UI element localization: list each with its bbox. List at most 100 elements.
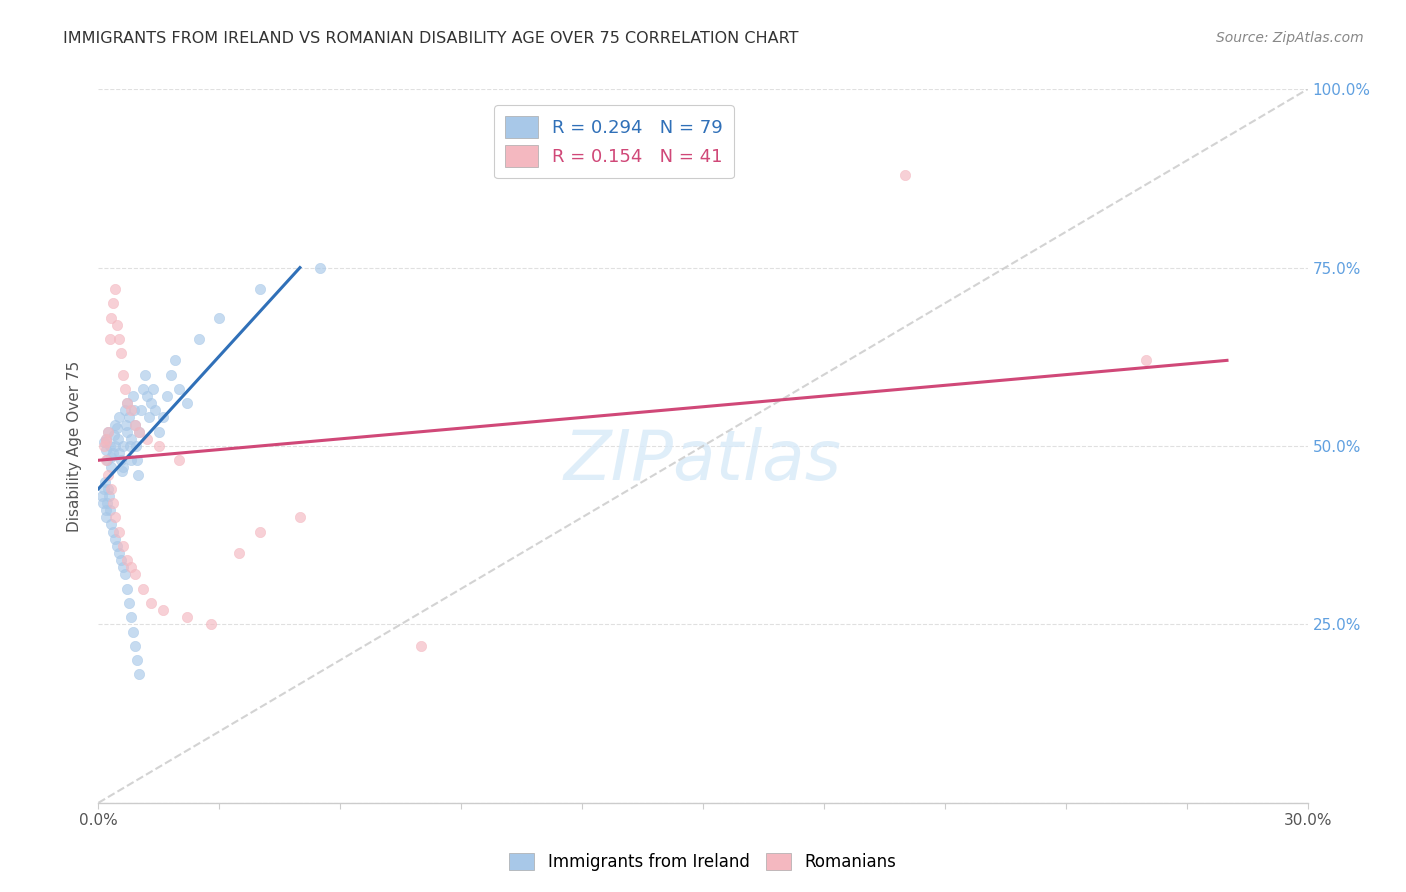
Point [100, 310, 122, 325]
Point [101, 496, 124, 510]
Point [288, 510, 311, 524]
Point [111, 560, 134, 574]
Point [117, 396, 139, 410]
Point [167, 382, 190, 396]
Point [111, 368, 134, 382]
Point [121, 432, 143, 446]
Point [94, 432, 117, 446]
Point [107, 524, 129, 539]
Point [111, 539, 134, 553]
Point [143, 403, 166, 417]
Point [111, 439, 134, 453]
Point [108, 446, 131, 460]
Point [96, 453, 118, 467]
Point [96, 453, 118, 467]
Point [121, 389, 143, 403]
Point [142, 382, 165, 396]
Text: Source: ZipAtlas.com: Source: ZipAtlas.com [1216, 31, 1364, 45]
Text: IMMIGRANTS FROM IRELAND VS ROMANIAN DISABILITY AGE OVER 75 CORRELATION CHART: IMMIGRANTS FROM IRELAND VS ROMANIAN DISA… [63, 31, 799, 46]
Point [249, 282, 271, 296]
Point [105, 318, 128, 332]
Point [111, 464, 134, 478]
Point [1135, 353, 1157, 368]
Point [105, 421, 128, 435]
Point [118, 596, 141, 610]
Point [309, 260, 332, 275]
Point [167, 453, 190, 467]
Point [107, 432, 129, 446]
Point [97, 467, 120, 482]
Point [103, 510, 125, 524]
Point [163, 353, 186, 368]
Point [118, 410, 141, 425]
Point [97, 425, 120, 439]
Point [115, 396, 138, 410]
Legend: R = 0.294   N = 79, R = 0.154   N = 41: R = 0.294 N = 79, R = 0.154 N = 41 [495, 105, 734, 178]
Point [135, 389, 157, 403]
Point [249, 524, 271, 539]
Point [101, 524, 124, 539]
Point [98, 439, 121, 453]
Point [228, 546, 250, 560]
Point [124, 439, 146, 453]
Point [176, 396, 198, 410]
Point [104, 417, 127, 432]
Point [128, 425, 150, 439]
Point [100, 460, 122, 475]
Point [110, 453, 132, 467]
Point [91, 489, 114, 503]
Point [893, 168, 915, 182]
Point [115, 425, 138, 439]
Point [101, 296, 124, 310]
Point [128, 425, 150, 439]
Point [152, 410, 174, 425]
Point [120, 610, 142, 624]
Point [94, 475, 117, 489]
Point [115, 582, 138, 596]
Point [129, 403, 152, 417]
Point [93, 439, 115, 453]
Point [120, 453, 142, 467]
Point [114, 567, 136, 582]
Point [94, 432, 117, 446]
Point [94, 503, 117, 517]
Legend: Immigrants from Ireland, Romanians: Immigrants from Ireland, Romanians [501, 845, 905, 880]
Point [125, 653, 148, 667]
Point [138, 410, 160, 425]
Point [135, 432, 157, 446]
Point [98, 332, 121, 346]
Point [100, 450, 122, 464]
Point [96, 442, 118, 457]
Point [176, 610, 198, 624]
Point [120, 560, 142, 574]
Point [114, 417, 136, 432]
Point [122, 403, 145, 417]
Point [114, 403, 136, 417]
Point [124, 639, 146, 653]
Point [96, 496, 118, 510]
Point [100, 482, 122, 496]
Point [97, 482, 120, 496]
Point [148, 439, 170, 453]
Point [114, 382, 136, 396]
Text: ZIPatlas: ZIPatlas [564, 426, 842, 494]
Point [91, 496, 114, 510]
Point [124, 417, 146, 432]
Point [125, 453, 148, 467]
Point [96, 435, 118, 450]
Point [152, 603, 174, 617]
Point [107, 410, 129, 425]
Point [139, 596, 162, 610]
Point [124, 567, 146, 582]
Point [103, 428, 125, 442]
Point [121, 624, 143, 639]
Point [97, 425, 120, 439]
Point [127, 467, 149, 482]
Y-axis label: Disability Age Over 75: Disability Age Over 75 [67, 360, 83, 532]
Point [93, 435, 115, 450]
Point [118, 439, 141, 453]
Point [93, 482, 115, 496]
Point [200, 617, 222, 632]
Point [132, 382, 155, 396]
Point [103, 282, 125, 296]
